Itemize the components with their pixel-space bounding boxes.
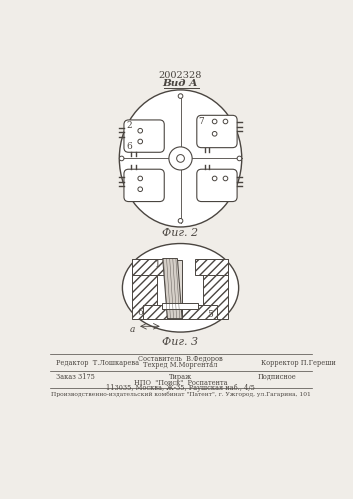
Text: 6: 6 <box>138 308 143 317</box>
Text: 6: 6 <box>126 142 132 151</box>
Bar <box>132 258 156 318</box>
Text: Составитель  В.Федоров: Составитель В.Федоров <box>138 355 223 363</box>
Text: Фиг. 2: Фиг. 2 <box>162 228 199 238</box>
Text: Фиг. 3: Фиг. 3 <box>162 337 199 347</box>
Ellipse shape <box>122 244 239 332</box>
Polygon shape <box>163 258 182 318</box>
Text: a: a <box>130 325 136 334</box>
Bar <box>195 258 228 275</box>
Ellipse shape <box>119 90 242 227</box>
Circle shape <box>138 128 143 133</box>
Text: Производственно-издательский комбинат "Патент", г. Ужгород, ул.Гагарина, 101: Производственно-издательский комбинат "П… <box>50 391 310 397</box>
Circle shape <box>138 139 143 144</box>
Text: 7: 7 <box>198 117 204 126</box>
Text: Тираж: Тираж <box>169 372 192 381</box>
Circle shape <box>178 219 183 223</box>
Circle shape <box>237 156 242 161</box>
FancyBboxPatch shape <box>124 169 164 202</box>
Text: Редактор  Т.Лошкарева: Редактор Т.Лошкарева <box>56 359 139 367</box>
Circle shape <box>212 132 217 136</box>
Circle shape <box>223 119 228 124</box>
Text: Подписное: Подписное <box>257 372 296 381</box>
Bar <box>168 260 182 318</box>
Bar <box>203 258 228 318</box>
Text: 2002328: 2002328 <box>159 71 202 80</box>
Bar <box>162 303 198 309</box>
Circle shape <box>169 147 192 170</box>
Text: 2: 2 <box>126 121 132 130</box>
Text: Вид А: Вид А <box>163 79 198 88</box>
FancyBboxPatch shape <box>124 120 164 152</box>
Text: Техред М.Моргентал: Техред М.Моргентал <box>143 361 218 369</box>
Circle shape <box>223 176 228 181</box>
Circle shape <box>176 155 184 162</box>
Text: Заказ 3175: Заказ 3175 <box>56 372 95 381</box>
Text: Корректор П.Гереши: Корректор П.Гереши <box>261 359 336 367</box>
Text: 1: 1 <box>155 260 160 269</box>
Circle shape <box>119 156 124 161</box>
Text: НПО  "Поиск"  Роспатента: НПО "Поиск" Роспатента <box>134 379 227 387</box>
Text: 5: 5 <box>207 310 213 319</box>
Text: 113035, Москва, Ж-35, Раушская наб., 4/5: 113035, Москва, Ж-35, Раушская наб., 4/5 <box>106 384 255 392</box>
Bar <box>132 258 169 275</box>
Circle shape <box>138 187 143 192</box>
Bar <box>143 305 217 318</box>
FancyBboxPatch shape <box>197 169 237 202</box>
Circle shape <box>212 176 217 181</box>
FancyBboxPatch shape <box>197 115 237 148</box>
Circle shape <box>178 94 183 98</box>
Circle shape <box>212 119 217 124</box>
Circle shape <box>138 176 143 181</box>
